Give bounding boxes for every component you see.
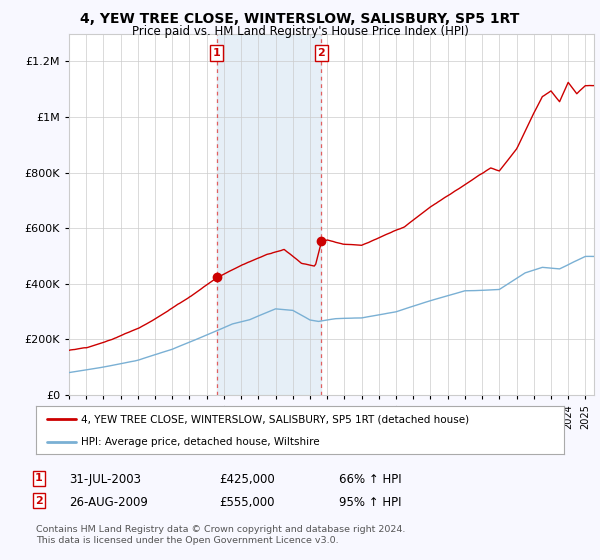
Text: 4, YEW TREE CLOSE, WINTERSLOW, SALISBURY, SP5 1RT (detached house): 4, YEW TREE CLOSE, WINTERSLOW, SALISBURY… [81, 414, 469, 424]
Text: 26-AUG-2009: 26-AUG-2009 [69, 496, 148, 508]
Text: 66% ↑ HPI: 66% ↑ HPI [339, 473, 401, 486]
Text: 4, YEW TREE CLOSE, WINTERSLOW, SALISBURY, SP5 1RT: 4, YEW TREE CLOSE, WINTERSLOW, SALISBURY… [80, 12, 520, 26]
Text: £425,000: £425,000 [219, 473, 275, 486]
Text: 95% ↑ HPI: 95% ↑ HPI [339, 496, 401, 508]
Bar [217, 34, 321, 395]
Text: Contains HM Land Registry data © Crown copyright and database right 2024.
This d: Contains HM Land Registry data © Crown c… [36, 525, 406, 545]
Text: HPI: Average price, detached house, Wiltshire: HPI: Average price, detached house, Wilt… [81, 437, 320, 447]
Text: 1: 1 [213, 48, 221, 58]
Text: 1: 1 [35, 473, 43, 483]
Text: 2: 2 [317, 48, 325, 58]
Text: 31-JUL-2003: 31-JUL-2003 [69, 473, 141, 486]
Text: £555,000: £555,000 [219, 496, 275, 508]
Text: 2: 2 [35, 496, 43, 506]
Text: Price paid vs. HM Land Registry's House Price Index (HPI): Price paid vs. HM Land Registry's House … [131, 25, 469, 38]
